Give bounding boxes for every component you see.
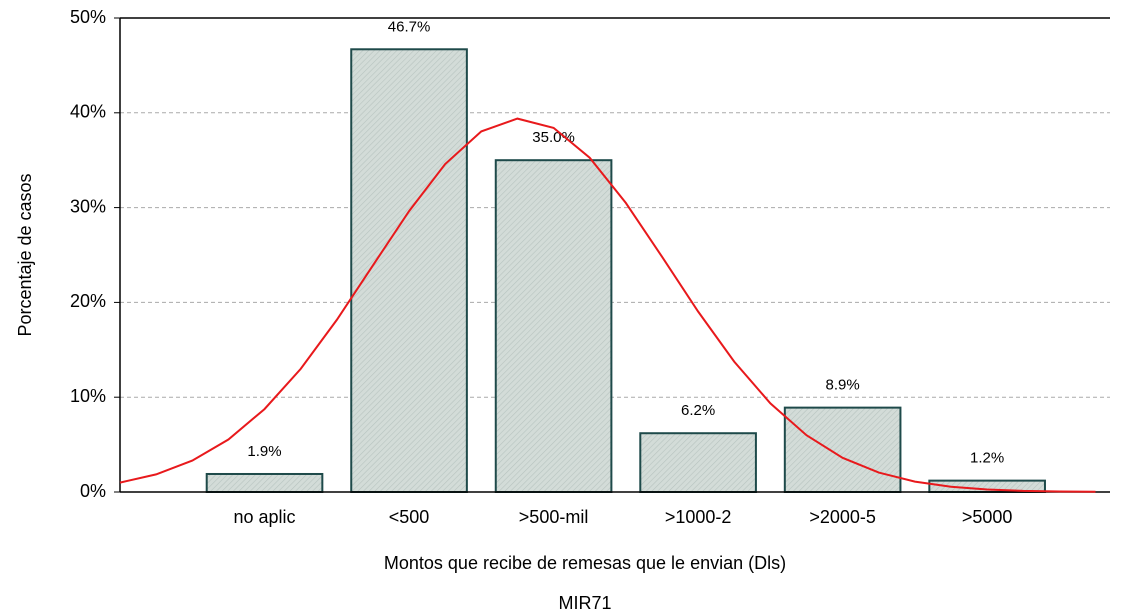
data-label: 1.2% bbox=[970, 450, 1004, 467]
bar bbox=[639, 432, 757, 493]
y-tick-label: 0% bbox=[80, 481, 106, 501]
x-tick-label: no aplic bbox=[234, 507, 296, 527]
normal-curve bbox=[119, 117, 1096, 493]
x-tick-label: <500 bbox=[389, 507, 430, 527]
y-axis-label: Porcentaje de casos bbox=[15, 173, 35, 336]
bar bbox=[494, 159, 613, 493]
data-label: 6.2% bbox=[681, 402, 715, 419]
y-tick-label: 20% bbox=[70, 291, 106, 311]
x-tick-label: >1000-2 bbox=[665, 507, 732, 527]
data-label: 35.0% bbox=[532, 129, 575, 146]
y-tick-label: 40% bbox=[70, 102, 106, 122]
bar bbox=[783, 406, 902, 493]
y-tick-label: 50% bbox=[70, 7, 106, 27]
y-tick-label: 10% bbox=[70, 386, 106, 406]
x-tick-label: >500-mil bbox=[519, 507, 589, 527]
x-axis-label: Montos que recibe de remesas que le envi… bbox=[384, 553, 786, 573]
bar bbox=[205, 472, 324, 494]
data-label: 46.7% bbox=[388, 18, 431, 35]
data-label: 8.9% bbox=[826, 377, 860, 394]
caption: MIR71 bbox=[558, 593, 611, 613]
y-tick-label: 30% bbox=[70, 196, 106, 216]
x-tick-label: >2000-5 bbox=[809, 507, 876, 527]
data-label: 1.9% bbox=[247, 443, 281, 460]
x-tick-label: >5000 bbox=[962, 507, 1013, 527]
